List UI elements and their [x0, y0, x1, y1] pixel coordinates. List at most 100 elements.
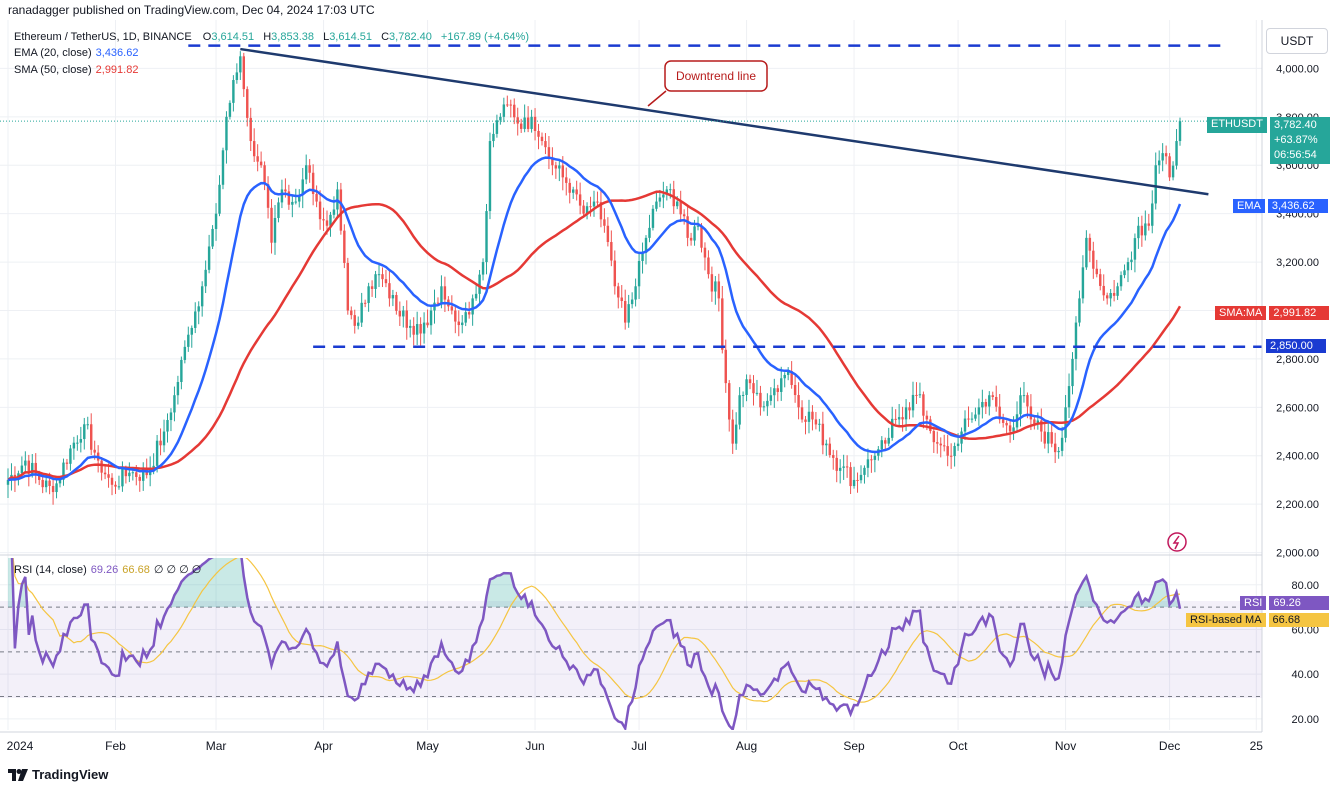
rsi-tick-label: 40.00 — [1291, 669, 1319, 681]
candle-body — [180, 359, 183, 382]
candle — [877, 446, 880, 461]
candle-body — [773, 388, 776, 396]
candle-body — [200, 286, 204, 307]
candle — [1144, 210, 1147, 241]
candle-body — [232, 80, 235, 103]
candle-body — [1157, 160, 1161, 166]
candle-body — [398, 310, 402, 317]
candle-body — [474, 293, 478, 299]
candle-body — [1057, 450, 1060, 453]
candle — [946, 434, 949, 467]
candle — [974, 407, 977, 422]
candle — [1130, 251, 1133, 271]
candle-body — [426, 322, 429, 326]
candle-body — [69, 448, 72, 464]
time-tick-label: Sep — [843, 739, 865, 753]
candle-body — [343, 230, 346, 263]
candle-body — [228, 102, 232, 117]
candle — [1047, 421, 1050, 454]
candle-body — [76, 442, 79, 444]
candle — [766, 393, 769, 416]
candle — [471, 294, 474, 326]
candle — [256, 144, 259, 172]
ema-legend-value: 3,436.62 — [95, 47, 139, 59]
currency-button[interactable]: USDT — [1266, 28, 1328, 54]
candle-body — [589, 206, 592, 208]
candle-body — [936, 442, 939, 444]
candle-body — [485, 211, 488, 263]
candle — [69, 444, 72, 471]
candle-body — [298, 194, 301, 202]
candle-body — [211, 228, 214, 247]
candle — [547, 136, 551, 170]
time-tick-label: Apr — [314, 739, 333, 753]
candle-body — [353, 315, 356, 326]
candle-body — [492, 133, 495, 142]
candle-body — [332, 209, 336, 215]
candle — [682, 209, 686, 225]
candle-body — [20, 465, 24, 474]
candle-body — [162, 431, 166, 446]
candle — [845, 455, 849, 478]
candle-body — [554, 165, 558, 169]
candle — [350, 306, 353, 320]
candle-body — [558, 165, 561, 169]
candle — [166, 413, 169, 443]
candle-body — [689, 237, 693, 241]
candle — [551, 147, 554, 176]
candle — [298, 189, 301, 208]
ema-legend: EMA (20, close) 3,436.62 — [14, 47, 138, 59]
candle-body — [981, 401, 984, 408]
candle-body — [1067, 386, 1071, 408]
candle-body — [617, 286, 620, 298]
candle — [1168, 153, 1171, 181]
candle-body — [121, 468, 124, 487]
candle-body — [658, 197, 662, 202]
candle — [159, 428, 162, 456]
candle — [461, 315, 464, 334]
candle — [755, 379, 759, 396]
candle — [1067, 373, 1071, 419]
sma-legend: SMA (50, close) 2,991.82 — [14, 64, 138, 76]
tradingview-footer[interactable]: TradingView — [8, 767, 108, 782]
candle — [266, 176, 270, 219]
tradingview-logo-icon — [8, 768, 28, 781]
last-price-value: 3,782.40 — [1273, 119, 1317, 131]
candle-body — [339, 189, 343, 231]
candle — [24, 451, 27, 473]
candle-body — [1047, 432, 1050, 444]
candle — [1099, 268, 1102, 291]
candle-body — [551, 158, 554, 166]
candle — [402, 305, 405, 328]
candle — [499, 113, 502, 125]
candle — [1119, 271, 1123, 291]
candle — [232, 75, 235, 112]
candle — [169, 408, 173, 432]
candle — [970, 412, 974, 423]
candle — [474, 284, 478, 301]
candle-body — [1168, 156, 1171, 178]
candle-body — [311, 172, 315, 194]
candle-body — [682, 214, 686, 217]
candle-body — [478, 274, 481, 294]
candle-body — [1151, 203, 1154, 226]
candle-body — [190, 327, 193, 335]
candle-body — [509, 104, 512, 106]
candle — [457, 310, 460, 337]
candle — [655, 190, 658, 212]
candle — [786, 367, 790, 381]
candle-body — [395, 295, 398, 311]
candle-body — [1050, 432, 1053, 444]
candle-body — [128, 472, 131, 477]
candle — [745, 374, 748, 402]
candle-body — [946, 446, 949, 456]
candle — [728, 380, 731, 432]
candle-body — [859, 474, 863, 481]
candle — [259, 151, 263, 168]
candle — [717, 273, 721, 312]
candle-body — [384, 279, 388, 284]
price-tick-label: 4,000.00 — [1276, 63, 1319, 75]
candle — [20, 456, 24, 477]
replay-icon[interactable] — [1167, 532, 1187, 552]
candle — [967, 406, 970, 427]
